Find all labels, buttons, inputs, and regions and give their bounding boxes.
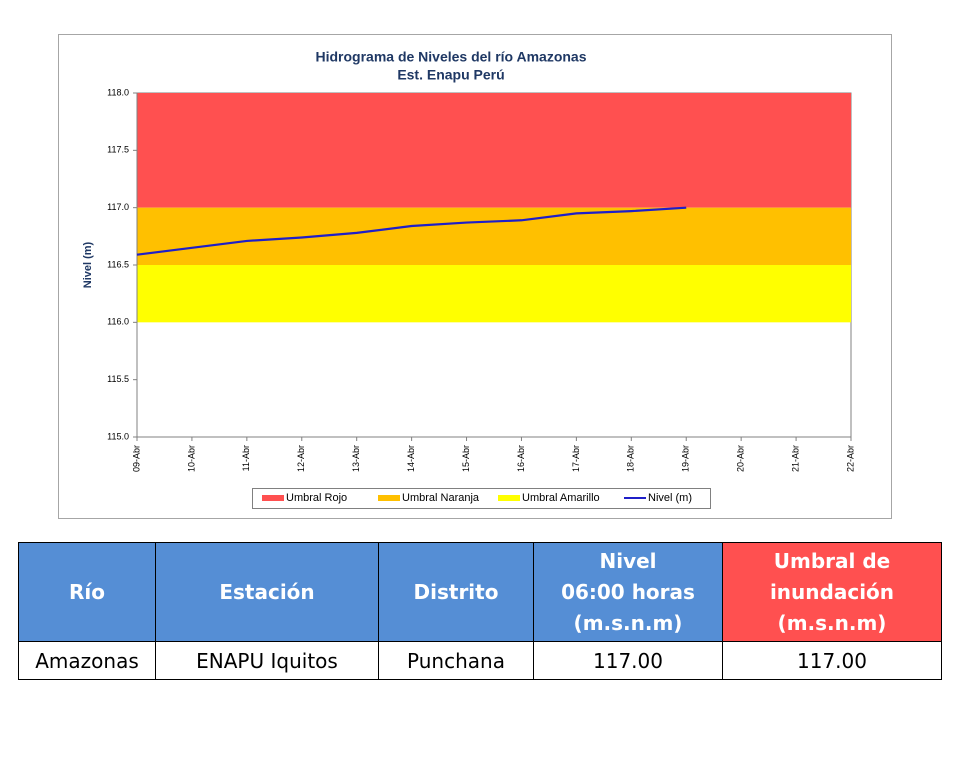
threshold-band (137, 93, 851, 208)
chart-title: Hidrograma de Niveles del río Amazonas (315, 49, 586, 65)
legend-swatch (498, 495, 520, 501)
legend-swatch (378, 495, 400, 501)
data-row: Amazonas ENAPU Iquitos Punchana 117.00 1… (18, 641, 942, 680)
cell: 117.00 (533, 641, 723, 680)
header-cell: Distrito (378, 542, 534, 642)
y-tick-label: 117.5 (107, 145, 129, 155)
header-cell: Umbral de inundación (m.s.n.m) (722, 542, 942, 642)
cell: 117.00 (722, 641, 942, 680)
legend-label: Umbral Naranja (402, 492, 480, 504)
x-tick-label: 21-Abr (790, 445, 800, 472)
legend-label: Nivel (m) (648, 492, 692, 504)
header-row: Río Estación Distrito Nivel 06:00 horas … (18, 542, 942, 642)
x-tick-label: 16-Abr (516, 445, 526, 472)
x-tick-label: 14-Abr (406, 445, 416, 472)
cell: Punchana (378, 641, 534, 680)
x-tick-label: 10-Abr (186, 445, 196, 472)
legend-label: Umbral Rojo (286, 492, 347, 504)
cell: Amazonas (18, 641, 156, 680)
x-tick-label: 09-Abr (131, 445, 141, 472)
y-tick-label: 115.0 (107, 431, 129, 441)
y-tick-label: 116.5 (107, 259, 129, 269)
chart: Hidrograma de Niveles del río Amazonas E… (58, 34, 892, 519)
x-tick-label: 13-Abr (351, 445, 361, 472)
legend-swatch (262, 495, 284, 501)
header-cell: Nivel 06:00 horas (m.s.n.m) (533, 542, 723, 642)
chart-subtitle: Est. Enapu Perú (397, 67, 504, 83)
x-tick-label: 20-Abr (736, 445, 746, 472)
y-axis-label: Nivel (m) (82, 241, 94, 288)
y-tick-label: 117.0 (107, 202, 129, 212)
cell: ENAPU Iquitos (155, 641, 379, 680)
x-tick-label: 18-Abr (626, 445, 636, 472)
threshold-band (137, 265, 851, 323)
y-tick-label: 115.5 (107, 374, 129, 384)
x-tick-label: 19-Abr (681, 445, 691, 472)
header-cell: Estación (155, 542, 379, 642)
x-tick-label: 12-Abr (296, 445, 306, 472)
threshold-band (137, 207, 851, 265)
header-cell: Río (18, 542, 156, 642)
data-table: Río Estación Distrito Nivel 06:00 horas … (18, 542, 942, 680)
x-tick-label: 15-Abr (461, 445, 471, 472)
y-tick-label: 118.0 (107, 87, 129, 97)
x-tick-label: 11-Abr (241, 445, 251, 471)
y-tick-label: 116.0 (107, 317, 129, 327)
level-line (136, 206, 687, 256)
x-tick-label: 22-Abr (845, 445, 855, 472)
legend-label: Umbral Amarillo (522, 492, 600, 504)
legend-frame (252, 488, 711, 509)
x-tick-label: 17-Abr (571, 445, 581, 472)
